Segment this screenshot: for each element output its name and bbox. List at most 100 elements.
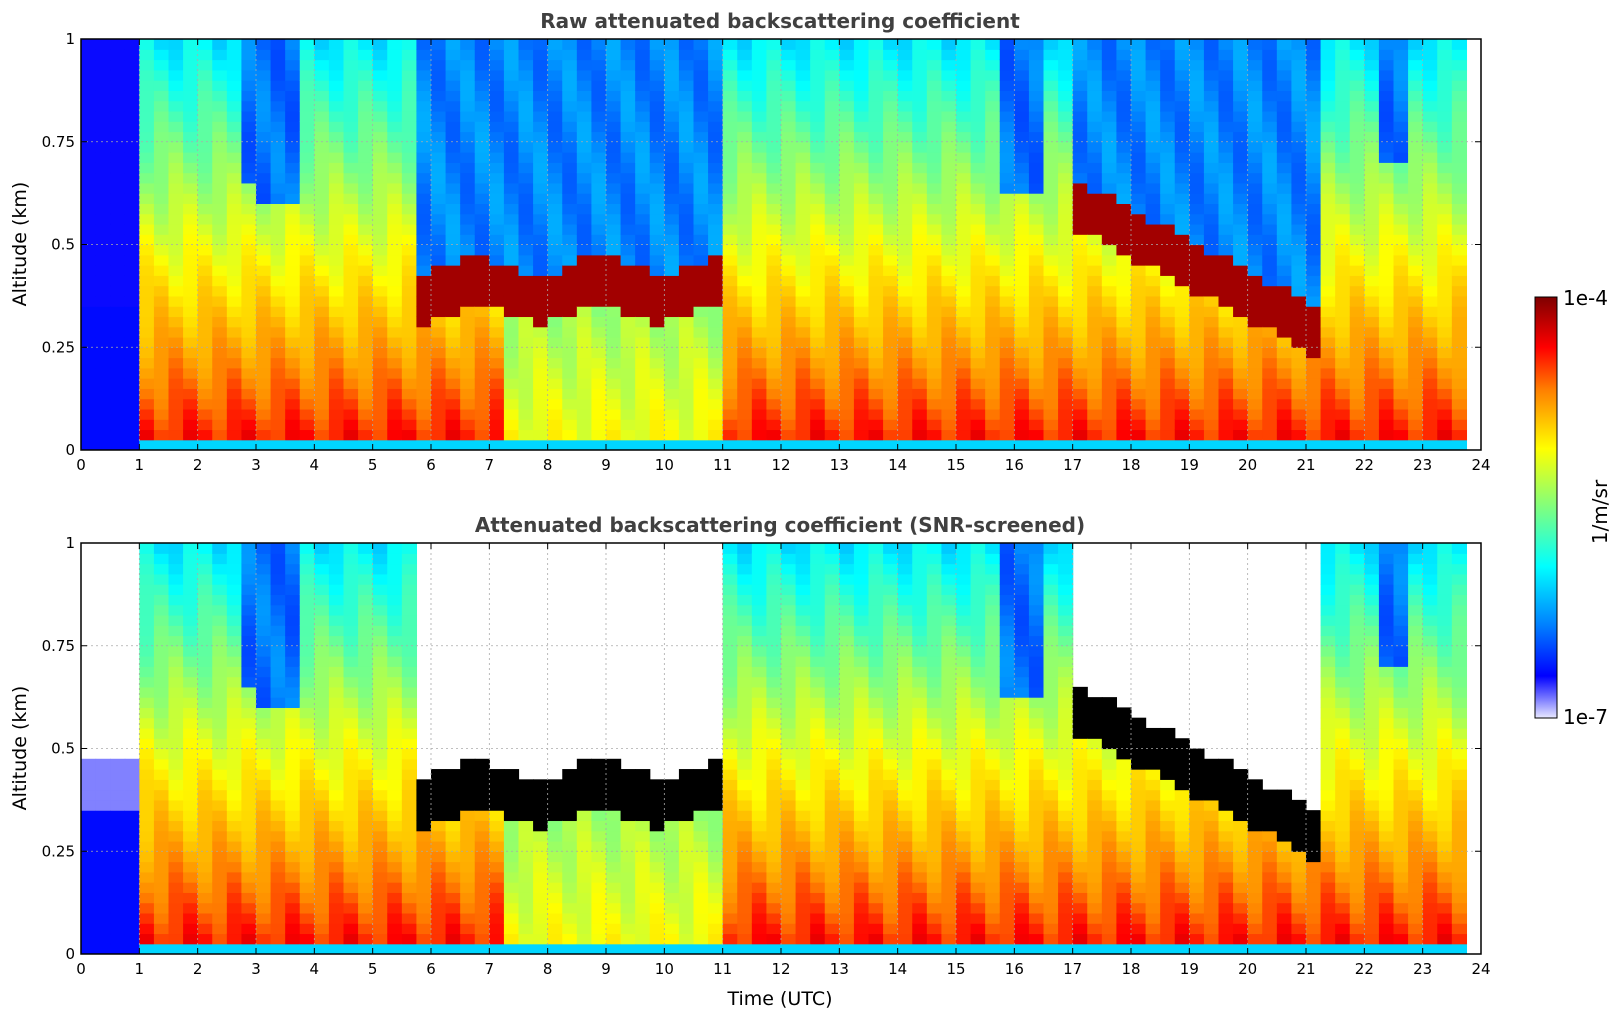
heatmap-cell bbox=[781, 429, 797, 441]
heatmap-cell bbox=[358, 573, 374, 585]
heatmap-cell bbox=[372, 347, 388, 359]
heatmap-cell bbox=[1233, 59, 1249, 71]
heatmap-cell bbox=[212, 840, 228, 852]
heatmap-cell bbox=[883, 295, 899, 307]
heatmap-cell bbox=[737, 90, 753, 102]
heatmap-cell bbox=[328, 152, 345, 163]
heatmap-cell bbox=[183, 244, 199, 256]
heatmap-cell bbox=[722, 398, 738, 410]
heatmap-cell bbox=[853, 121, 870, 133]
heatmap-cell bbox=[197, 902, 213, 914]
heatmap-cell bbox=[1378, 213, 1395, 225]
heatmap-cell bbox=[416, 39, 432, 50]
heatmap-cell bbox=[576, 357, 593, 369]
heatmap-cell bbox=[401, 172, 418, 184]
heatmap-cell bbox=[168, 769, 184, 780]
heatmap-cell bbox=[1364, 152, 1380, 163]
heatmap-cell bbox=[883, 39, 899, 50]
heatmap-cell bbox=[518, 367, 534, 379]
heatmap-cell bbox=[256, 882, 272, 893]
heatmap-cell bbox=[795, 69, 811, 81]
heatmap-cell bbox=[1189, 69, 1205, 81]
heatmap-cell bbox=[401, 656, 418, 667]
heatmap-cell bbox=[941, 182, 957, 194]
heatmap-cell bbox=[1378, 254, 1395, 266]
heatmap-cell bbox=[358, 378, 374, 389]
heatmap-cell bbox=[431, 90, 447, 102]
heatmap-cell bbox=[489, 172, 505, 184]
heatmap-cell bbox=[722, 162, 738, 174]
heatmap-cell bbox=[810, 203, 826, 215]
heatmap-cell bbox=[708, 152, 724, 163]
heatmap-cell bbox=[1335, 90, 1351, 102]
heatmap-cell bbox=[431, 213, 447, 225]
heatmap-cell bbox=[941, 275, 957, 287]
heatmap-cell bbox=[81, 213, 97, 225]
heatmap-cell bbox=[285, 892, 301, 904]
heatmap-cell bbox=[416, 851, 432, 863]
heatmap-cell bbox=[897, 336, 913, 348]
heatmap-cell bbox=[591, 121, 607, 133]
heatmap-cell bbox=[270, 676, 286, 688]
panel-snr-screened: Attenuated backscattering coefficient (S… bbox=[9, 513, 1491, 1010]
heatmap-cell bbox=[591, 275, 607, 287]
heatmap-cell bbox=[197, 306, 213, 318]
heatmap-cell bbox=[285, 223, 301, 235]
heatmap-cell bbox=[460, 254, 476, 266]
heatmap-cell bbox=[489, 408, 505, 420]
heatmap-cell bbox=[474, 90, 490, 102]
heatmap-cell bbox=[1043, 265, 1059, 276]
heatmap-cell bbox=[1335, 141, 1351, 153]
heatmap-cell bbox=[168, 738, 184, 750]
heatmap-cell bbox=[489, 933, 505, 945]
heatmap-cell bbox=[328, 234, 345, 246]
heatmap-cell bbox=[81, 265, 97, 276]
heatmap-cell bbox=[489, 90, 505, 102]
heatmap-cell bbox=[503, 851, 520, 863]
heatmap-cell bbox=[751, 408, 768, 420]
heatmap-cell bbox=[1101, 429, 1118, 441]
heatmap-cell bbox=[1349, 69, 1365, 81]
heatmap-cell bbox=[518, 172, 534, 184]
heatmap-cell bbox=[1233, 182, 1249, 194]
heatmap-cell bbox=[1087, 336, 1103, 348]
heatmap-cell bbox=[153, 131, 170, 143]
heatmap-cell bbox=[372, 90, 388, 102]
heatmap-cell bbox=[897, 408, 913, 420]
heatmap-cell bbox=[1393, 254, 1409, 266]
heatmap-cell bbox=[868, 90, 884, 102]
heatmap-cell bbox=[1101, 398, 1118, 410]
heatmap-cell bbox=[562, 162, 578, 174]
heatmap-cell bbox=[1364, 223, 1380, 235]
heatmap-cell bbox=[766, 326, 782, 338]
heatmap-cell bbox=[708, 378, 724, 389]
heatmap-cell bbox=[328, 707, 345, 719]
heatmap-cell bbox=[270, 193, 286, 204]
heatmap-cell bbox=[124, 306, 140, 318]
heatmap-cell bbox=[474, 141, 490, 153]
heatmap-cell bbox=[460, 439, 476, 450]
heatmap-cell bbox=[868, 285, 884, 297]
heatmap-cell bbox=[212, 121, 228, 133]
heatmap-cell bbox=[256, 408, 272, 420]
heatmap-cell bbox=[1014, 285, 1030, 297]
heatmap-cell bbox=[197, 543, 213, 554]
heatmap-cell bbox=[474, 408, 490, 420]
heatmap-cell bbox=[926, 49, 943, 61]
heatmap-cell bbox=[401, 943, 418, 954]
heatmap-cell bbox=[693, 223, 709, 235]
heatmap-cell bbox=[489, 871, 505, 883]
heatmap-cell bbox=[197, 203, 213, 215]
heatmap-cell bbox=[270, 645, 286, 657]
heatmap-cell bbox=[285, 882, 301, 893]
heatmap-cell bbox=[956, 316, 972, 328]
heatmap-cell bbox=[518, 244, 534, 256]
heatmap-cell bbox=[1408, 234, 1424, 246]
heatmap-cell bbox=[985, 152, 1001, 163]
heatmap-cell bbox=[153, 254, 170, 266]
heatmap-cell bbox=[358, 625, 374, 637]
heatmap-cell bbox=[839, 429, 855, 441]
heatmap-cell bbox=[664, 439, 680, 450]
heatmap-cell bbox=[795, 110, 811, 122]
heatmap-cell bbox=[678, 121, 695, 133]
